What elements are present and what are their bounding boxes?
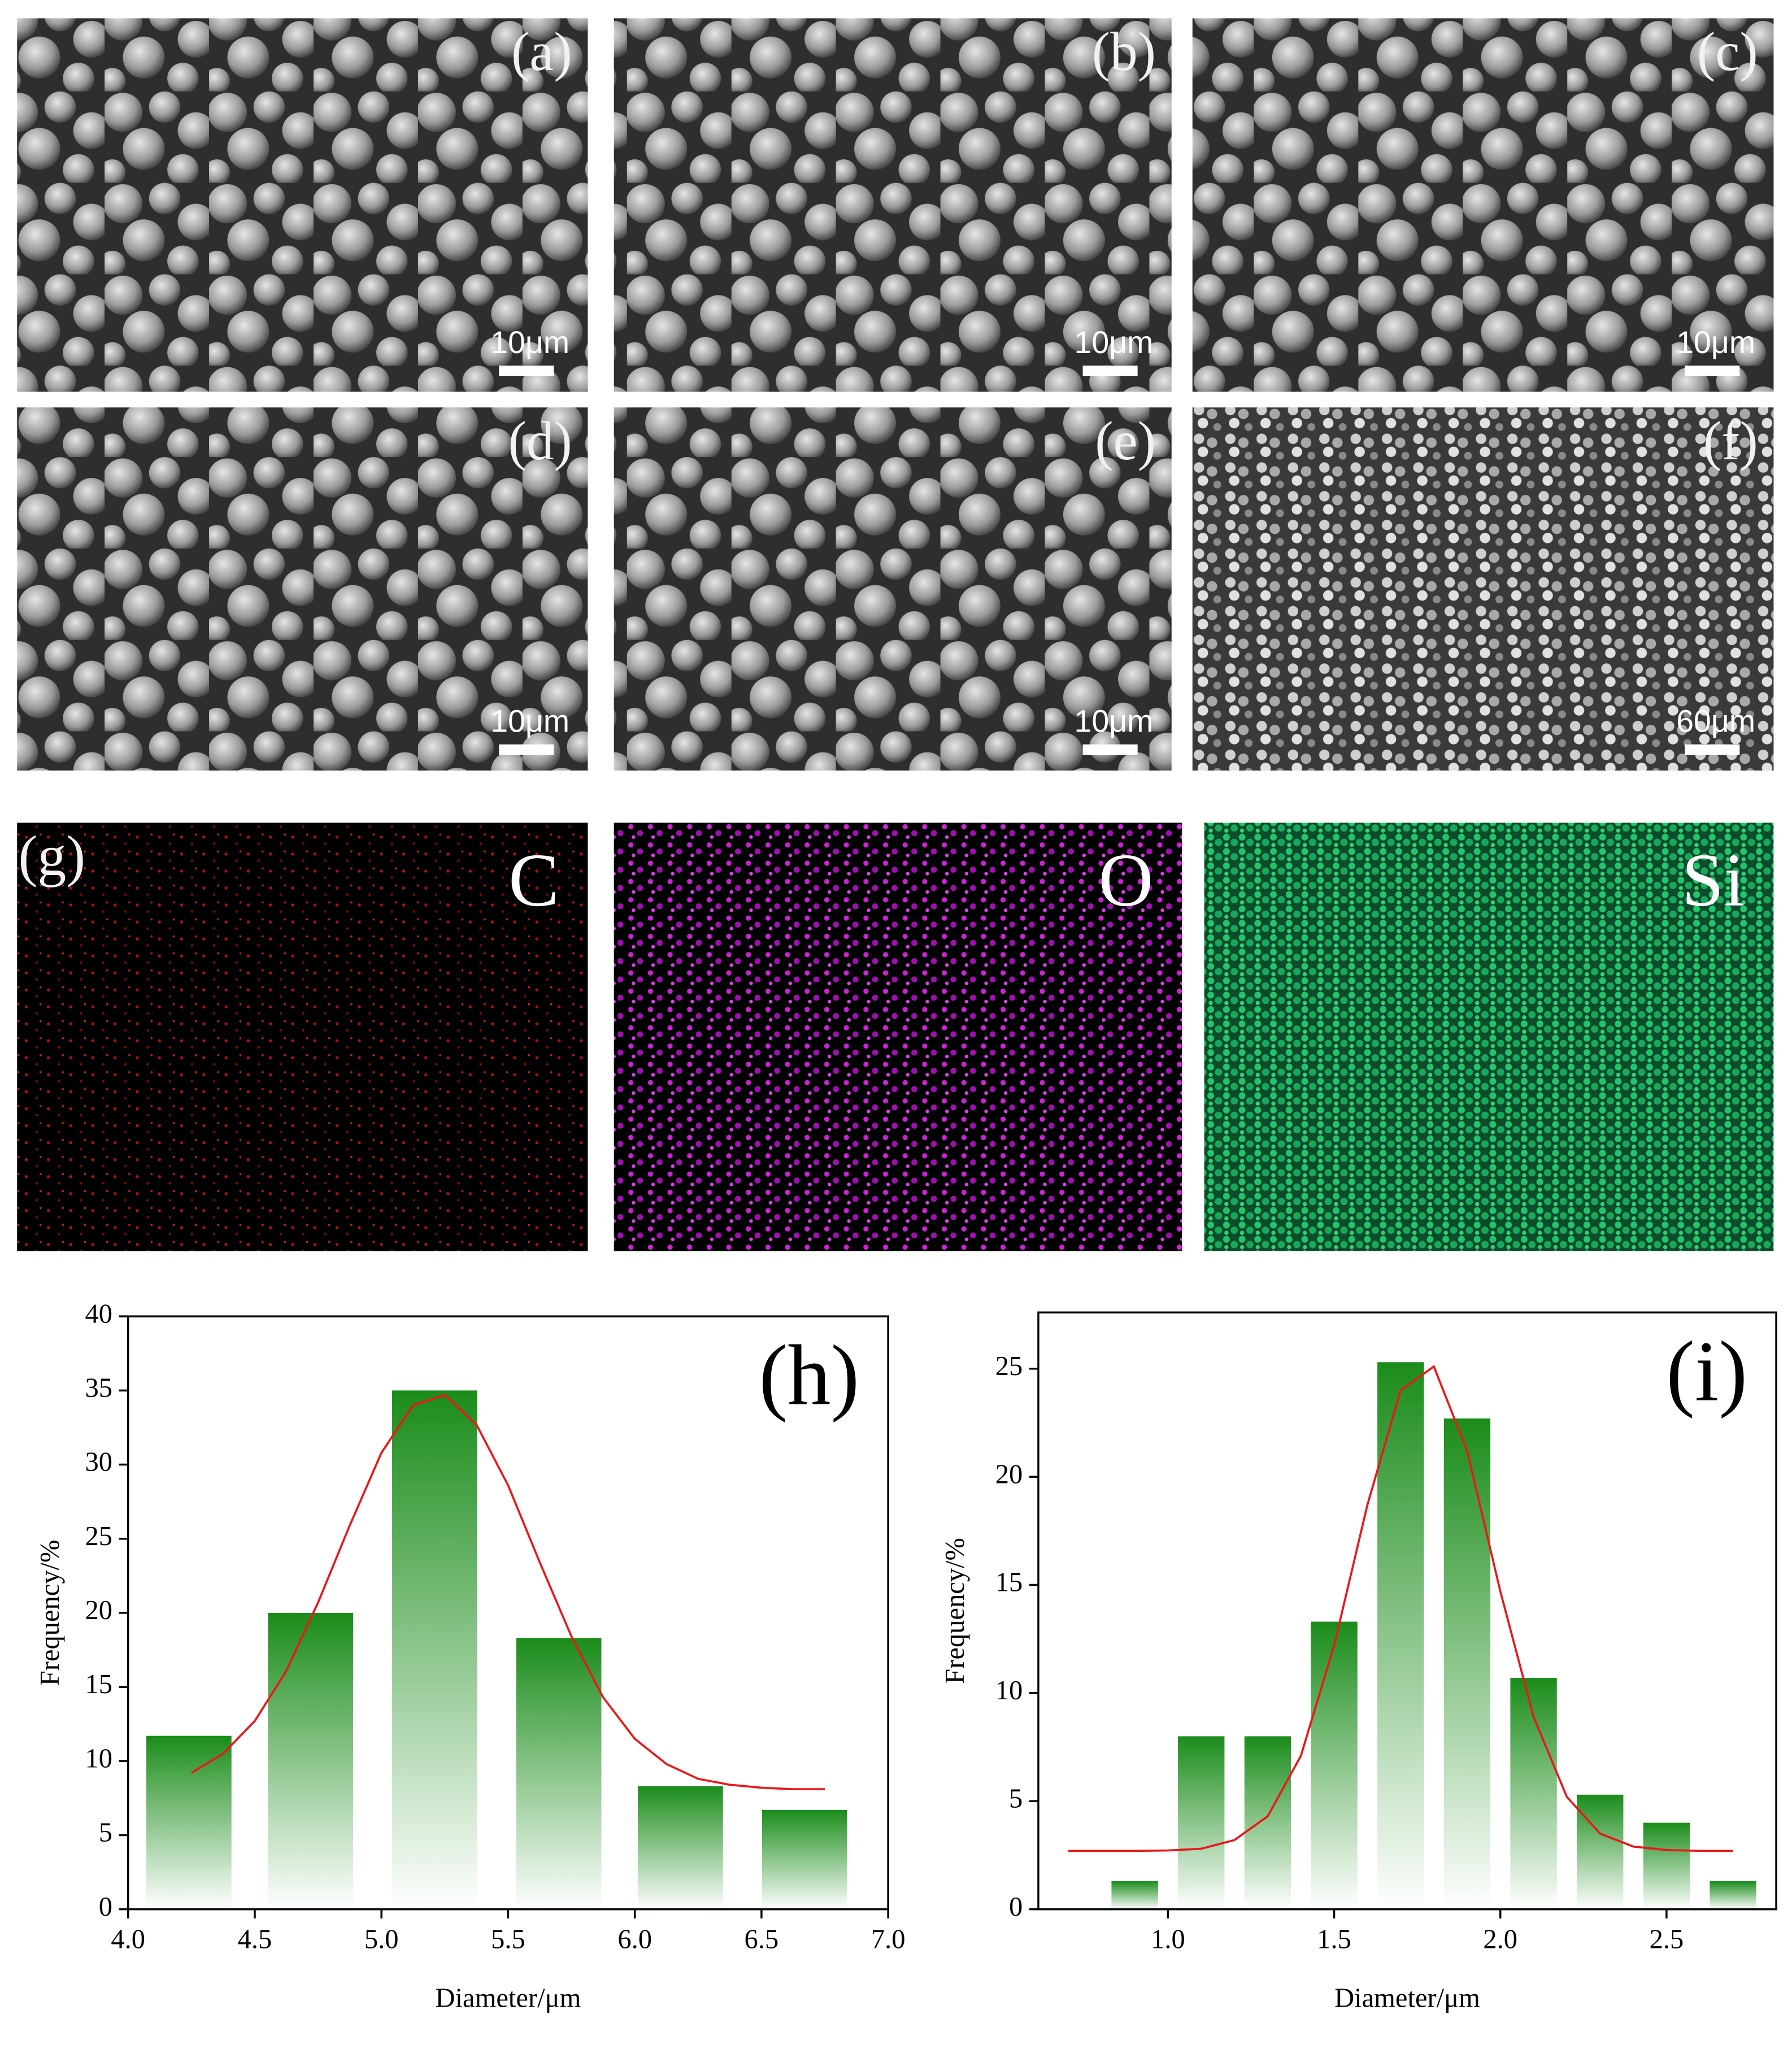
scale-label: 10μm	[490, 325, 569, 360]
y-tick-label: 20	[85, 1595, 112, 1625]
y-axis-label: Frequency/%	[35, 1540, 65, 1686]
chart-annotation: (i)	[1666, 1324, 1747, 1419]
eds-map	[614, 823, 1182, 1251]
x-tick-label: 4.5	[238, 1925, 272, 1955]
panel-label: (b)	[1092, 21, 1156, 82]
scale-bar	[1082, 366, 1138, 376]
scale-bar	[499, 366, 554, 376]
y-tick-label: 15	[995, 1568, 1023, 1598]
scale-label: 60μm	[1676, 703, 1755, 738]
sem-image	[17, 18, 588, 392]
sem-image	[1192, 407, 1774, 771]
x-tick-label: 6.0	[617, 1925, 652, 1955]
eds-map	[17, 823, 588, 1251]
scale-bar	[1685, 744, 1740, 755]
bar	[638, 1786, 723, 1909]
x-tick-label: 5.5	[491, 1925, 525, 1955]
y-tick-label: 0	[1009, 1892, 1023, 1922]
bar	[146, 1735, 232, 1909]
y-tick-label: 15	[85, 1669, 112, 1699]
scale-label: 10μm	[1075, 703, 1154, 738]
bar	[1510, 1678, 1557, 1909]
y-tick-label: 25	[995, 1351, 1023, 1381]
element-label: C	[508, 839, 559, 923]
panel-label: (f)	[1703, 410, 1758, 471]
y-tick-label: 25	[85, 1521, 112, 1551]
bar	[392, 1390, 477, 1909]
y-tick-label: 20	[995, 1459, 1023, 1489]
panel-label: (g)	[19, 824, 86, 888]
sem-image	[614, 407, 1172, 771]
plot-frame	[1037, 1311, 1777, 1911]
element-label: O	[1099, 839, 1154, 923]
y-tick-label: 10	[85, 1743, 112, 1773]
bar	[1377, 1362, 1424, 1909]
panel-label: (c)	[1697, 21, 1758, 82]
chart-annotation: (h)	[759, 1328, 859, 1423]
chart: 0 5 10 15 20 25 30 35 40 4.0 4.5 5.0 5.5 6.0 6.5 7.0 Dia…	[35, 1299, 906, 2013]
panel-label: (d)	[508, 410, 572, 471]
x-tick-label: 4.0	[111, 1925, 145, 1955]
x-axis-label: Diameter/μm	[1334, 1983, 1480, 2013]
y-tick-label: 30	[85, 1447, 112, 1477]
y-tick-label: 5	[1009, 1783, 1023, 1813]
scale-bar	[1082, 744, 1138, 755]
bar	[1178, 1736, 1225, 1909]
bar	[762, 1809, 847, 1909]
bar	[1577, 1794, 1624, 1909]
scale-bar	[499, 744, 554, 755]
scale-label: 10μm	[490, 703, 569, 738]
bar	[1710, 1881, 1756, 1909]
panel-label: (a)	[511, 21, 572, 82]
sem-image	[614, 18, 1172, 392]
panel-label: (e)	[1095, 410, 1156, 471]
sem-image	[17, 407, 588, 771]
bar	[1311, 1621, 1358, 1909]
y-tick-label: 0	[99, 1892, 112, 1922]
y-tick-label: 35	[85, 1373, 112, 1403]
bar	[1643, 1822, 1690, 1909]
x-tick-label: 5.0	[364, 1925, 399, 1955]
chart: 0 5 10 15 20 25 1.0 1.5 2.0 2.5 Diameter/μm Frequen…	[940, 1311, 1777, 2013]
scale-label: 10μm	[1075, 325, 1154, 360]
x-tick-label: 2.0	[1483, 1925, 1517, 1955]
y-axis-label: Frequency/%	[940, 1538, 970, 1684]
x-tick-label: 1.0	[1151, 1925, 1185, 1955]
fit-curve	[1068, 1365, 1733, 1852]
eds-map	[1204, 823, 1774, 1251]
y-tick-label: 10	[995, 1676, 1023, 1706]
fit-curve	[190, 1394, 825, 1790]
bar	[516, 1638, 602, 1909]
x-tick-label: 1.5	[1317, 1925, 1351, 1955]
x-tick-label: 6.5	[745, 1925, 779, 1955]
bar	[268, 1612, 353, 1909]
y-tick-label: 5	[99, 1818, 112, 1848]
y-tick-label: 40	[85, 1299, 112, 1329]
bar	[1244, 1736, 1291, 1909]
scale-bar	[1685, 366, 1740, 376]
bar	[1111, 1881, 1158, 1909]
x-tick-label: 7.0	[871, 1925, 906, 1955]
sem-image	[1192, 18, 1774, 392]
bar	[1443, 1418, 1491, 1909]
x-axis-label: Diameter/μm	[436, 1983, 581, 2013]
scale-label: 10μm	[1676, 325, 1755, 360]
element-label: Si	[1682, 839, 1745, 923]
x-tick-label: 2.5	[1650, 1925, 1684, 1955]
